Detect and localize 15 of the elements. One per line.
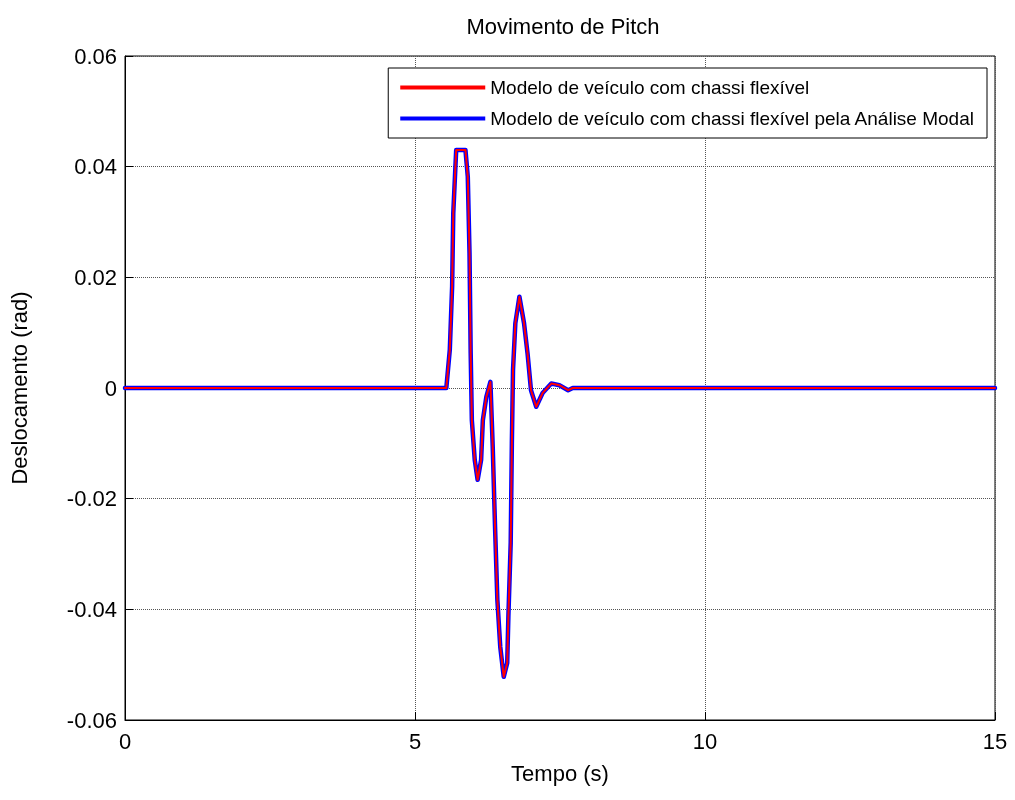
chart-title: Movimento de Pitch xyxy=(466,13,660,39)
y-tick-label: -0.06 xyxy=(66,707,117,733)
legend-label: Modelo de veículo com chassi flexível pela Análise Modal xyxy=(490,108,974,129)
y-tick-label: -0.02 xyxy=(66,486,117,512)
x-tick-label: 15 xyxy=(982,728,1008,754)
x-tick-label: 10 xyxy=(692,728,718,754)
y-tick-label: 0 xyxy=(104,375,117,401)
x-axis-title: Tempo (s) xyxy=(511,760,609,786)
y-tick-label: 0.02 xyxy=(74,264,117,290)
x-tick-label: 5 xyxy=(408,728,422,754)
y-tick-label: 0.06 xyxy=(74,43,117,69)
y-tick-label: 0.04 xyxy=(74,154,117,180)
y-tick-label: -0.04 xyxy=(66,596,117,622)
y-axis-title: Deslocamento (rad) xyxy=(6,291,32,485)
legend-label: Modelo de veículo com chassi flexível xyxy=(490,77,810,98)
